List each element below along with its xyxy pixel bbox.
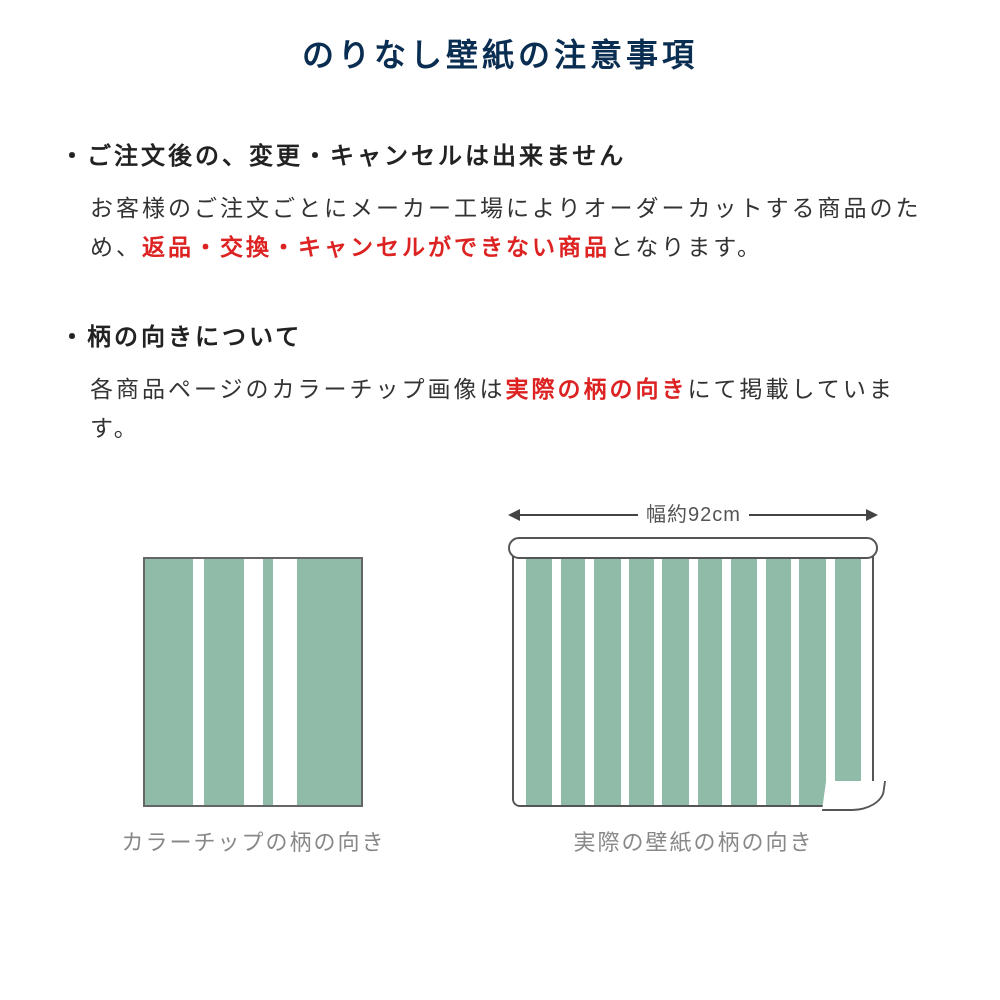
left-caption: カラーチップの柄の向き	[121, 825, 385, 857]
stripe	[145, 559, 192, 805]
stripe	[263, 559, 273, 805]
stripe	[621, 548, 630, 805]
diagram-left: カラーチップの柄の向き	[121, 505, 385, 857]
arrow-line	[520, 514, 638, 516]
stripe	[629, 548, 653, 805]
roll-body	[512, 548, 874, 807]
section2-heading: ・柄の向きについて	[60, 317, 940, 352]
stripe	[297, 559, 362, 805]
page-title: のりなし壁紙の注意事項	[60, 30, 940, 76]
stripe	[561, 548, 585, 805]
section1-post: となります。	[610, 234, 763, 260]
stripe	[526, 548, 553, 805]
section-cancel: ・ご注文後の、変更・キャンセルは出来ません お客様のご注文ごとにメーカー工場によ…	[60, 136, 940, 267]
stripe	[193, 559, 205, 805]
stripe	[204, 559, 243, 805]
stripe	[698, 548, 722, 805]
stripe	[799, 548, 826, 805]
stripe	[826, 548, 835, 805]
stripe	[757, 548, 766, 805]
stripe	[689, 548, 698, 805]
stripe	[722, 548, 731, 805]
stripe	[766, 548, 790, 805]
section1-body: お客様のご注文ごとにメーカー工場によりオーダーカットする商品のため、返品・交換・…	[90, 189, 940, 267]
diagram-right: 幅約92cm 実際の壁紙の柄の向き	[508, 498, 878, 857]
stripe	[835, 548, 862, 805]
arrow-right-icon	[866, 509, 878, 521]
arrow-line	[749, 514, 867, 516]
stripe	[273, 559, 297, 805]
stripe	[594, 548, 621, 805]
section2-pre: 各商品ページのカラーチップ画像は	[90, 376, 506, 402]
stripe	[791, 548, 800, 805]
color-chip-swatch	[143, 557, 363, 807]
section2-body: 各商品ページのカラーチップ画像は実際の柄の向きにて掲載しています。	[90, 370, 940, 448]
stripe	[244, 559, 264, 805]
width-arrow: 幅約92cm	[508, 498, 878, 531]
stripe	[861, 548, 872, 805]
width-label: 幅約92cm	[638, 498, 749, 527]
stripe	[662, 548, 689, 805]
diagram-row: カラーチップの柄の向き 幅約92cm 実際の壁紙の柄の向き	[60, 498, 940, 857]
roll-top-tube	[508, 537, 878, 559]
section-pattern-direction: ・柄の向きについて 各商品ページのカラーチップ画像は実際の柄の向きにて掲載してい…	[60, 317, 940, 448]
stripe	[514, 548, 525, 805]
arrow-left-icon	[508, 509, 520, 521]
wallpaper-roll	[508, 537, 878, 807]
stripe	[552, 548, 561, 805]
right-caption: 実際の壁紙の柄の向き	[573, 825, 813, 857]
stripe	[731, 548, 758, 805]
section1-highlight: 返品・交換・キャンセルができない商品	[142, 234, 610, 260]
roll-curl	[822, 781, 886, 811]
section2-highlight: 実際の柄の向き	[506, 376, 688, 402]
stripe	[585, 548, 594, 805]
stripe	[654, 548, 663, 805]
section1-heading: ・ご注文後の、変更・キャンセルは出来ません	[60, 136, 940, 171]
